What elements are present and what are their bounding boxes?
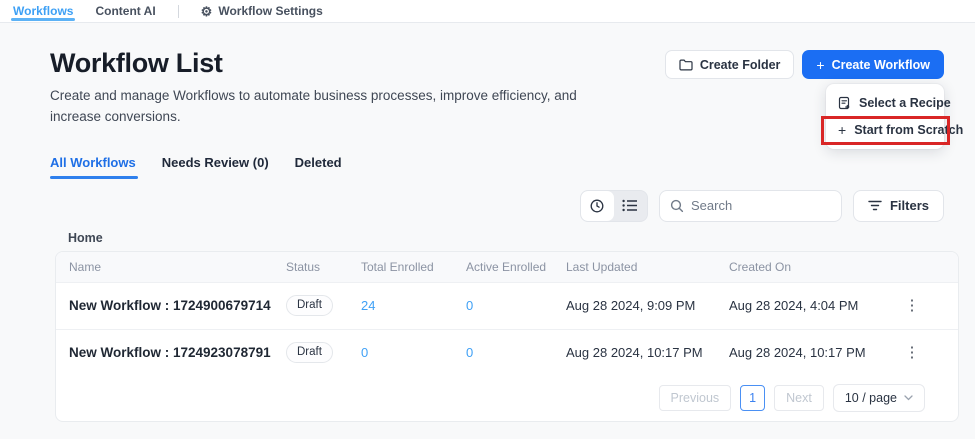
active-tab-indicator <box>50 175 138 179</box>
nav-divider <box>177 4 179 18</box>
pagination: Previous 1 Next 10 / page <box>56 376 958 421</box>
create-workflow-button[interactable]: + Create Workflow <box>802 50 944 79</box>
filter-icon <box>868 200 882 211</box>
last-updated-value: Aug 28 2024, 10:17 PM <box>566 345 703 361</box>
filters-button[interactable]: Filters <box>852 189 944 222</box>
page-header: Workflow List Create and manage Workflow… <box>50 48 963 149</box>
column-header-created-on: Created On <box>729 259 792 274</box>
view-toggle <box>579 189 648 222</box>
column-header-last-updated: Last Updated <box>566 259 638 274</box>
plus-icon: + <box>816 56 825 73</box>
tab-deleted[interactable]: Deleted <box>295 155 342 179</box>
create-folder-label: Create Folder <box>699 57 781 72</box>
active-enrolled-link[interactable]: 0 <box>466 298 474 314</box>
created-on-value: Aug 28 2024, 10:17 PM <box>729 345 866 361</box>
main-content: Workflow List Create and manage Workflow… <box>0 23 975 422</box>
total-enrolled-link[interactable]: 24 <box>361 298 376 314</box>
create-workflow-label: Create Workflow <box>831 57 930 72</box>
history-view-button[interactable] <box>580 190 614 221</box>
tab-deleted-label: Deleted <box>294 154 342 170</box>
nav-tab-content-ai[interactable]: Content AI <box>95 0 155 22</box>
table-row[interactable]: New Workflow : 1724923078791 Draft 0 0 A… <box>56 328 958 376</box>
dropdown-item-label: Select a Recipe <box>859 96 951 110</box>
dropdown-item-select-a-recipe[interactable]: Select a Recipe <box>826 91 951 115</box>
dropdown-item-start-from-scratch[interactable]: + Start from Scratch <box>821 116 963 145</box>
table-toolbar: Filters <box>50 189 944 222</box>
folder-icon <box>679 59 693 71</box>
header-actions: Create Folder + Create Workflow Select a… <box>664 50 963 149</box>
create-folder-button[interactable]: Create Folder <box>664 50 795 79</box>
search-icon <box>670 199 684 212</box>
list-view-button[interactable] <box>613 190 647 221</box>
nav-tab-workflows[interactable]: Workflows <box>11 0 76 22</box>
chevron-down-icon <box>904 395 913 401</box>
column-header-active-enrolled: Active Enrolled <box>466 259 547 274</box>
nav-tab-workflow-settings-label: Workflow Settings <box>218 4 323 18</box>
workflow-tabs: All Workflows Needs Review (0) Deleted <box>50 155 944 179</box>
create-workflow-dropdown: Select a Recipe + Start from Scratch <box>821 84 963 149</box>
page-header-text: Workflow List Create and manage Workflow… <box>50 48 595 128</box>
plus-icon: + <box>838 122 847 138</box>
row-actions-kebab-icon[interactable]: ⋮ <box>904 298 920 314</box>
created-on-value: Aug 28 2024, 4:04 PM <box>729 298 859 314</box>
dropdown-item-label: Start from Scratch <box>854 123 964 137</box>
page-title: Workflow List <box>50 48 223 78</box>
breadcrumb: Home <box>68 230 103 245</box>
row-actions-kebab-icon[interactable]: ⋮ <box>904 345 920 361</box>
nav-tab-workflows-label: Workflows <box>13 4 74 18</box>
page-size-label: 10 / page <box>844 391 897 406</box>
nav-tab-content-ai-label: Content AI <box>95 4 156 18</box>
next-page-button[interactable]: Next <box>774 385 824 412</box>
active-enrolled-link[interactable]: 0 <box>466 345 474 361</box>
filters-label: Filters <box>889 198 929 214</box>
status-cell: Draft <box>286 342 361 364</box>
top-navigation: Workflows Content AI ⚙ Workflow Settings <box>0 0 975 23</box>
tab-needs-review[interactable]: Needs Review (0) <box>162 155 269 179</box>
column-header-status: Status <box>286 259 321 274</box>
column-header-name: Name <box>69 259 102 274</box>
workflow-table: Name Status Total Enrolled Active Enroll… <box>55 250 959 422</box>
workflow-name[interactable]: New Workflow : 1724900679714 <box>69 298 271 314</box>
search-box <box>658 189 842 222</box>
nav-tab-workflow-settings[interactable]: ⚙ Workflow Settings <box>201 0 323 22</box>
table-header-row: Name Status Total Enrolled Active Enroll… <box>56 251 958 282</box>
page-size-select[interactable]: 10 / page <box>832 384 925 413</box>
clock-icon <box>589 198 605 214</box>
workflow-name[interactable]: New Workflow : 1724923078791 <box>69 345 271 361</box>
status-badge: Draft <box>286 295 333 317</box>
gear-icon: ⚙ <box>200 3 213 19</box>
last-updated-value: Aug 28 2024, 9:09 PM <box>566 298 696 314</box>
status-cell: Draft <box>286 295 361 317</box>
status-badge: Draft <box>286 342 333 364</box>
previous-page-button[interactable]: Previous <box>658 385 732 412</box>
tab-all-workflows-label: All Workflows <box>50 154 136 170</box>
table-row[interactable]: New Workflow : 1724900679714 Draft 24 0 … <box>56 281 958 329</box>
tab-all-workflows[interactable]: All Workflows <box>50 154 138 179</box>
recipe-icon <box>838 96 851 110</box>
column-header-total-enrolled: Total Enrolled <box>361 259 434 274</box>
active-nav-indicator <box>11 18 76 21</box>
list-icon <box>622 199 638 212</box>
tab-needs-review-label: Needs Review (0) <box>161 154 269 170</box>
page-number-button[interactable]: 1 <box>740 385 766 412</box>
page-description: Create and manage Workflows to automate … <box>50 88 577 124</box>
total-enrolled-link[interactable]: 0 <box>361 345 369 361</box>
search-input[interactable] <box>659 190 841 221</box>
